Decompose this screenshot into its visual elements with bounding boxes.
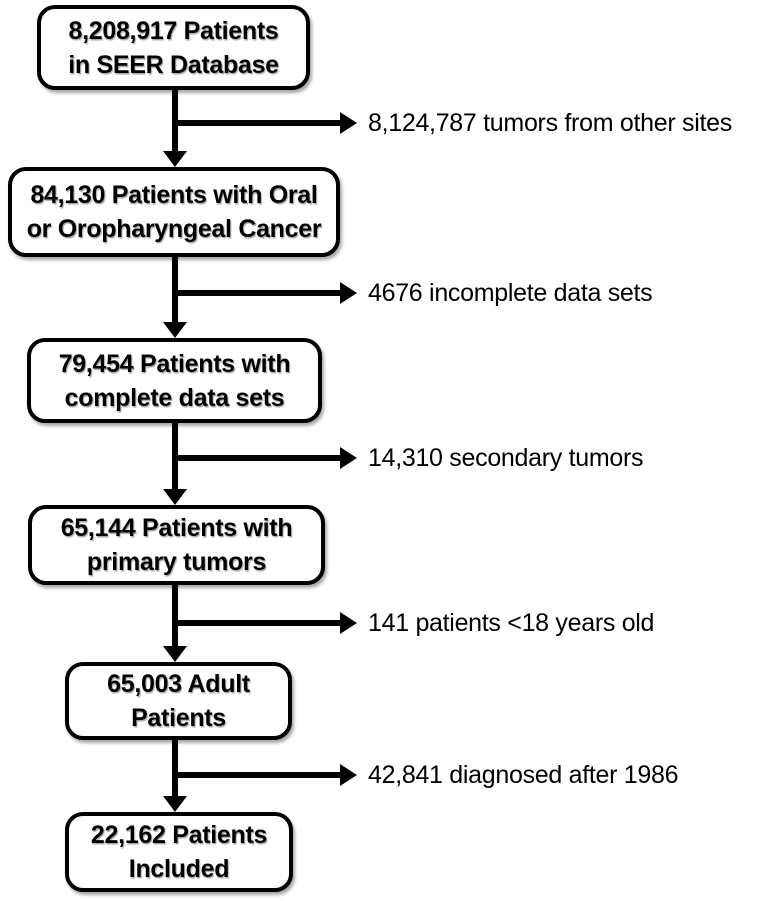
right-arrow-icon — [340, 112, 357, 134]
connector-line — [172, 583, 178, 647]
right-arrow-icon — [340, 447, 357, 469]
down-arrow-icon — [163, 322, 187, 338]
exclusion-label: 8,124,787 tumors from other sites — [368, 109, 732, 137]
flow-box-line: Included — [128, 855, 230, 883]
exclusion-line — [175, 290, 341, 296]
right-arrow-icon — [340, 612, 357, 634]
flow-box-seer-database: 8,208,917 Patients in SEER Database — [37, 5, 310, 90]
down-arrow-icon — [163, 646, 187, 662]
flow-box-line: 22,162 Patients — [90, 821, 268, 849]
right-arrow-icon — [340, 282, 357, 304]
flow-box-line: 79,454 Patients with — [58, 349, 291, 378]
flow-box-adult-patients: 65,003 Adult Patients — [65, 662, 292, 740]
flow-box-line: in SEER Database — [68, 50, 279, 79]
exclusion-line — [175, 120, 341, 126]
flow-box-line: or Oropharyngeal Cancer — [26, 215, 322, 243]
exclusion-line — [175, 772, 341, 778]
flow-box-line: Patients — [131, 704, 226, 732]
flow-box-line: 65,144 Patients with — [60, 514, 293, 542]
down-arrow-icon — [163, 796, 187, 812]
right-arrow-icon — [340, 764, 357, 786]
down-arrow-icon — [163, 489, 187, 505]
flow-box-line: primary tumors — [86, 548, 267, 576]
exclusion-label: 141 patients <18 years old — [368, 609, 655, 637]
flow-box-oral-oropharyngeal: 84,130 Patients with Oral or Oropharynge… — [8, 167, 340, 257]
flow-box-complete-data: 79,454 Patients with complete data sets — [27, 338, 322, 423]
flow-box-line: complete data sets — [64, 383, 285, 412]
flow-box-line: 8,208,917 Patients — [68, 16, 279, 45]
flow-box-line: 65,003 Adult — [107, 670, 250, 698]
connector-line — [172, 255, 178, 323]
flow-box-patients-included: 22,162 Patients Included — [65, 812, 293, 892]
exclusion-label: 14,310 secondary tumors — [368, 444, 644, 472]
exclusion-line — [175, 620, 341, 626]
flow-box-primary-tumors: 65,144 Patients with primary tumors — [28, 505, 325, 585]
exclusion-label: 4676 incomplete data sets — [368, 279, 653, 307]
exclusion-label: 42,841 diagnosed after 1986 — [368, 761, 679, 789]
exclusion-line — [175, 455, 341, 461]
connector-line — [172, 738, 178, 797]
down-arrow-icon — [163, 151, 187, 167]
flow-box-line: 84,130 Patients with Oral — [30, 181, 318, 209]
